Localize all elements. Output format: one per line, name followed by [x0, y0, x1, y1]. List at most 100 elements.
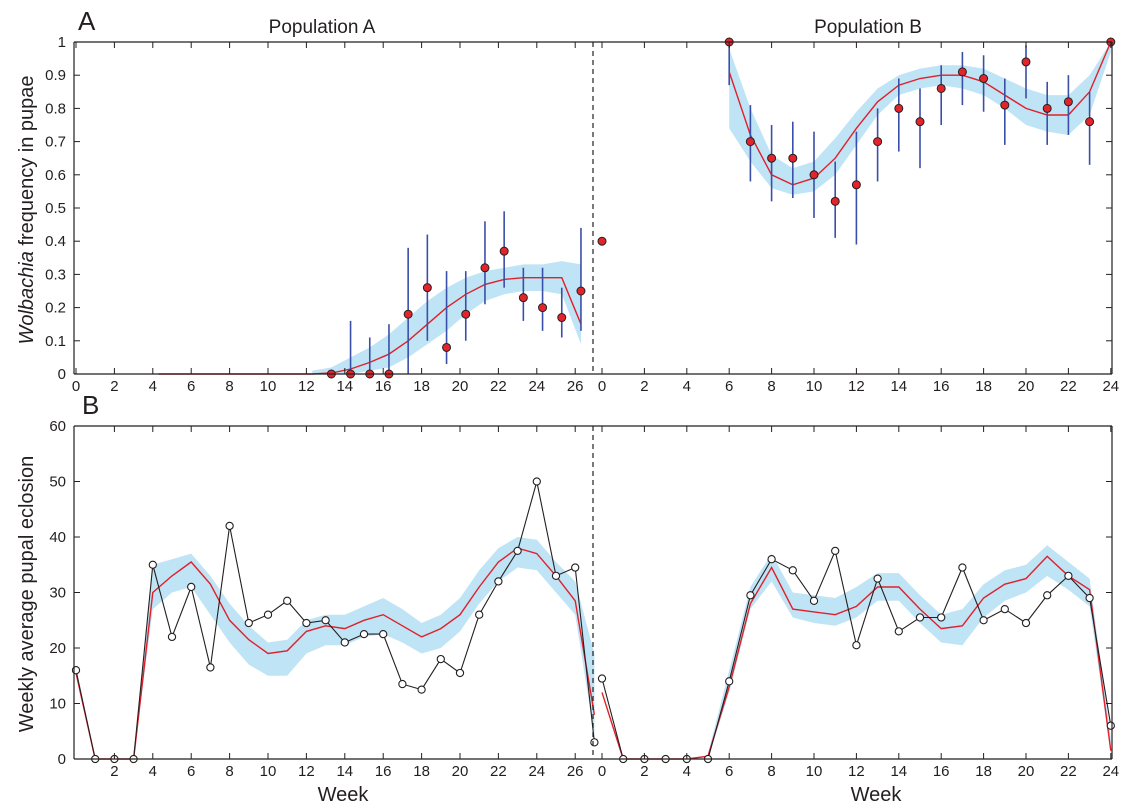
- x-tick-label: 0: [598, 763, 606, 780]
- x-tick-label: 10: [806, 378, 823, 395]
- observed-point: [513, 546, 522, 556]
- observed-point: [590, 738, 599, 747]
- y-tick-label: 50: [49, 474, 66, 491]
- observed-point: [148, 560, 157, 569]
- y-tick-label: 10: [49, 696, 66, 713]
- observed-point: [894, 627, 903, 636]
- x-tick-label: 20: [452, 378, 469, 395]
- frequency-point: [936, 83, 946, 93]
- y-tick-label: 30: [49, 585, 66, 602]
- x-tick-label: 8: [767, 763, 775, 780]
- frequency-point: [480, 263, 490, 273]
- population-a-title: Population A: [269, 17, 376, 38]
- model-mean-line: [158, 277, 582, 375]
- x-tick-label: 4: [149, 763, 157, 780]
- model-band: [729, 42, 1111, 195]
- observed-point: [244, 618, 253, 628]
- observed-point: [283, 596, 292, 605]
- y-tick-label: 20: [49, 640, 66, 657]
- observed-point: [187, 582, 196, 592]
- panel-a-ylabel-rest: frequency in pupae: [16, 75, 38, 251]
- x-tick-label: 4: [683, 378, 691, 395]
- observed-point: [302, 618, 311, 628]
- frequency-point: [461, 309, 471, 319]
- xlabel-population-a: Week: [318, 784, 370, 805]
- x-tick-label: 18: [975, 763, 992, 780]
- observed-point: [225, 521, 234, 531]
- observed-point: [206, 663, 215, 672]
- xlabel-population-b: Week: [851, 784, 903, 805]
- x-tick-label: 14: [890, 378, 907, 395]
- x-tick-label: 22: [490, 763, 507, 780]
- frequency-point: [1085, 117, 1095, 127]
- frequency-point: [873, 137, 883, 147]
- model-mean-line: [601, 555, 1112, 760]
- frequency-point: [788, 153, 798, 163]
- frequency-point: [1000, 100, 1010, 110]
- observed-point: [746, 591, 755, 600]
- x-tick-label: 16: [933, 378, 950, 395]
- observed-point: [321, 616, 330, 625]
- observed-point: [915, 613, 925, 622]
- frequency-point: [403, 309, 413, 319]
- x-tick-label: 8: [767, 378, 775, 395]
- observed-point: [436, 654, 445, 664]
- frequency-point: [499, 246, 509, 256]
- x-tick-label: 14: [336, 763, 353, 780]
- observed-point: [958, 563, 967, 572]
- frequency-point: [851, 180, 861, 190]
- frequency-point: [915, 117, 925, 127]
- observed-point: [873, 574, 882, 583]
- y-tick-label: 0.9: [45, 67, 66, 84]
- axes: 00.10.20.30.40.50.60.70.80.9101020304050…: [45, 34, 1119, 780]
- observed-point: [571, 563, 580, 572]
- observed-point: [475, 610, 484, 619]
- observed-point: [852, 641, 861, 650]
- observed-point: [417, 685, 426, 694]
- observed-point: [263, 610, 273, 619]
- observed-point: [1106, 721, 1115, 730]
- frequency-point: [767, 153, 777, 163]
- model-mean-line: [75, 547, 596, 760]
- y-tick-label: 0: [58, 366, 66, 383]
- observed-point: [1021, 618, 1031, 628]
- panel-b-letter: B: [82, 390, 99, 420]
- y-tick-label: 0.7: [45, 134, 66, 151]
- observed-point: [532, 477, 541, 486]
- x-tick-label: 26: [567, 378, 584, 395]
- frequency-point: [830, 196, 840, 206]
- observed-point: [494, 577, 503, 586]
- x-tick-label: 26: [567, 763, 584, 780]
- observed-line: [75, 481, 595, 760]
- panel-a-ylabel-italic: Wolbachia: [16, 251, 38, 344]
- x-tick-label: 12: [298, 763, 315, 780]
- observed-point: [597, 674, 607, 683]
- x-tick-label: 12: [848, 763, 865, 780]
- x-tick-label: 10: [260, 378, 277, 395]
- y-tick-label: 0.5: [45, 200, 66, 217]
- x-tick-label: 0: [598, 378, 606, 395]
- observed-point: [359, 629, 369, 639]
- y-tick-label: 0.4: [45, 233, 66, 250]
- frequency-point: [1042, 103, 1052, 113]
- observed-point: [398, 679, 407, 689]
- y-tick-label: 0.6: [45, 167, 66, 184]
- frequency-point: [745, 137, 755, 147]
- x-tick-label: 2: [110, 378, 118, 395]
- panel-a-population-a-plot: [158, 211, 586, 379]
- observed-point: [379, 629, 388, 639]
- frequency-point: [557, 313, 567, 323]
- frequency-point: [894, 103, 904, 113]
- observed-point: [167, 632, 177, 642]
- panel-a-population-b-plot: [597, 37, 1116, 246]
- x-tick-label: 22: [1060, 378, 1077, 395]
- x-tick-label: 8: [225, 378, 233, 395]
- panel-b-population-b-plot: [597, 545, 1115, 764]
- population-b-title: Population B: [814, 17, 922, 38]
- frequency-point: [442, 342, 452, 352]
- observed-point: [551, 571, 561, 580]
- x-tick-label: 16: [375, 378, 392, 395]
- frequency-point: [576, 286, 586, 296]
- panel-a-ylabel: Wolbachia frequency in pupae: [16, 75, 38, 344]
